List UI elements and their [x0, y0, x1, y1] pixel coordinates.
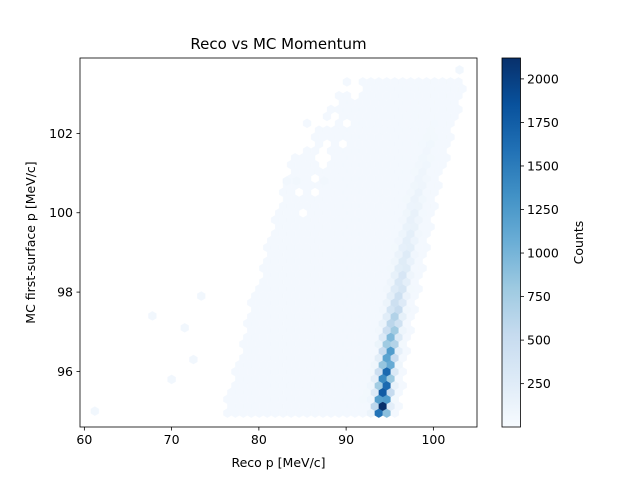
x-tick-label: 70 [164, 432, 180, 447]
plot-area [79, 57, 478, 428]
hexbin-outlier [180, 323, 189, 333]
hexbin-cell [342, 77, 352, 87]
x-tick-label: 80 [251, 432, 267, 447]
hexbin-outlier [90, 406, 99, 416]
x-axis: 60 70 80 90 100 [76, 427, 445, 447]
colorbar-ticks: 250 500 750 1000 1250 1500 1750 2000 [520, 71, 559, 391]
y-tick-label: 102 [49, 126, 73, 141]
colorbar-tick-label: 1250 [527, 202, 559, 217]
hexbin-cells [90, 65, 467, 418]
colorbar-tick-label: 1750 [527, 115, 559, 130]
x-tick-label: 60 [76, 432, 92, 447]
hexbin-outlier [455, 65, 464, 75]
y-tick-label: 98 [57, 285, 73, 300]
hexbin-cell [454, 77, 463, 87]
y-axis: 96 98 100 102 [49, 126, 80, 379]
y-tick-label: 96 [57, 364, 73, 379]
colorbar-gradient [501, 57, 521, 428]
x-tick-label: 100 [421, 432, 445, 447]
hexbin-cell [342, 90, 352, 101]
x-axis-label: Reco p [MeV/c] [231, 455, 325, 470]
hexbin-outlier [148, 311, 157, 321]
hexbin-outlier [282, 176, 291, 186]
colorbar-tick-label: 250 [527, 376, 551, 391]
x-tick-label: 90 [338, 432, 354, 447]
colorbar-label: Counts [571, 221, 586, 265]
hexbin-outlier [167, 374, 176, 385]
colorbar-tick-label: 1500 [527, 158, 559, 173]
y-axis-label: MC first-surface p [MeV/c] [23, 161, 38, 323]
hexbin-outlier [189, 354, 198, 365]
hexbin-outlier [292, 176, 301, 186]
hexbin-cell [302, 118, 312, 129]
colorbar-tick-label: 750 [527, 289, 551, 304]
colorbar-tick-label: 1000 [527, 246, 559, 261]
hexbin-outlier [320, 176, 329, 186]
chart-title: Reco vs MC Momentum [190, 35, 366, 53]
colorbar-tick-label: 2000 [527, 71, 559, 86]
y-tick-label: 100 [49, 205, 73, 220]
colorbar-tick-label: 500 [527, 333, 551, 348]
plot-frame [79, 57, 478, 428]
hexbin-outlier [197, 291, 206, 301]
colorbar: 250 500 750 1000 1250 1500 1750 2000 Counts [501, 57, 586, 428]
